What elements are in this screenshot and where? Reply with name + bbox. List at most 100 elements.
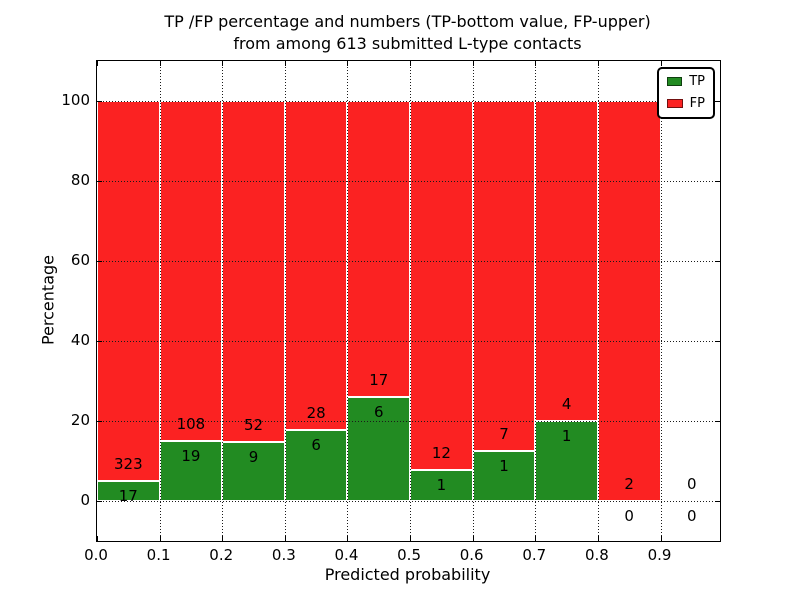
- y-tick-mark: [97, 101, 102, 102]
- tp-count-label: 6: [373, 402, 384, 421]
- y-tick-label: 0: [80, 491, 90, 509]
- tp-count-label: 0: [687, 507, 697, 525]
- y-tick-mark: [97, 501, 102, 502]
- chart-title-line-2: from among 613 submitted L-type contacts: [233, 34, 582, 53]
- legend-item-fp: FP: [667, 97, 705, 110]
- y-tick-mark: [715, 421, 720, 422]
- gridline-horizontal: [97, 421, 720, 422]
- bar-segment-fp: [284, 101, 348, 431]
- legend: TP FP: [657, 67, 715, 119]
- plot-area: TP FP 323 17 108 19 52 9 28 6 17 6 12 1 7 1 4 1 2 0 0 0: [96, 60, 721, 542]
- y-tick-mark: [715, 101, 720, 102]
- x-tick-mark: [159, 61, 161, 66]
- bar-segment-tp: [535, 421, 598, 501]
- fp-count-label: 2: [624, 475, 634, 493]
- legend-label-fp: FP: [689, 96, 705, 111]
- bar-segment-fp: [410, 101, 473, 471]
- tp-count-label: 17: [118, 487, 138, 505]
- x-tick-label: 0.2: [209, 546, 234, 564]
- x-tick-label: 0.8: [584, 546, 609, 564]
- bar-segment-fp: [159, 101, 223, 442]
- x-tick-label: 0.6: [459, 546, 484, 564]
- bar-segment-tp: [222, 441, 285, 501]
- x-tick-mark: [159, 536, 161, 541]
- chart-title-line-1: TP /FP percentage and numbers (TP-bottom…: [164, 12, 651, 31]
- fp-count-label: 4: [561, 395, 572, 413]
- fp-count-label: 108: [176, 415, 206, 434]
- x-tick-mark: [284, 61, 286, 66]
- x-tick-label: 0.1: [146, 546, 171, 564]
- x-tick-mark: [660, 536, 662, 541]
- gridline-vertical: [222, 61, 224, 541]
- gridline-horizontal: [97, 501, 720, 502]
- fp-count-label: 28: [306, 404, 326, 423]
- y-tick-label: 40: [70, 331, 90, 349]
- bar-segment-fp: [222, 101, 285, 442]
- x-tick-mark: [410, 536, 412, 541]
- x-tick-label: 0.9: [647, 546, 672, 564]
- gridline-vertical: [472, 61, 474, 541]
- y-tick-label: 100: [61, 91, 90, 109]
- x-tick-mark: [660, 61, 662, 66]
- x-tick-label: 0.7: [522, 546, 547, 564]
- x-tick-mark: [597, 61, 599, 66]
- tp-count-label: 9: [248, 447, 259, 466]
- bar-segment-tp: [97, 481, 160, 501]
- x-tick-mark: [347, 61, 349, 66]
- x-axis-label: Predicted probability: [324, 565, 491, 584]
- legend-swatch-fp-icon: [667, 99, 683, 108]
- x-tick-mark: [222, 536, 224, 541]
- y-tick-mark: [97, 181, 102, 182]
- bar-segment-fp: [347, 101, 411, 397]
- tp-count-label: 1: [499, 457, 509, 475]
- gridline-vertical: [284, 61, 286, 541]
- bar-segment-fp: [97, 101, 160, 481]
- gridline-vertical: [410, 61, 412, 541]
- gridline-vertical: [660, 61, 662, 541]
- gridline-horizontal: [97, 101, 720, 102]
- fp-count-label: 12: [431, 444, 451, 463]
- gridline-horizontal: [97, 261, 720, 262]
- x-tick-mark: [535, 536, 537, 541]
- bar-segment-fp: [472, 101, 536, 451]
- bar-segment-tp: [159, 441, 223, 501]
- tp-count-label: 1: [436, 476, 447, 495]
- x-tick-label: 0.3: [271, 546, 296, 564]
- gridline-horizontal: [97, 181, 720, 182]
- legend-swatch-tp-icon: [667, 77, 683, 86]
- x-tick-label: 0.0: [84, 546, 108, 564]
- tp-count-label: 0: [624, 507, 634, 525]
- x-tick-mark: [347, 536, 349, 541]
- bar-segment-fp: [597, 101, 661, 501]
- x-tick-mark: [97, 61, 98, 66]
- tp-count-label: 19: [181, 447, 201, 466]
- gridline-vertical: [597, 61, 599, 541]
- x-tick-mark: [472, 536, 474, 541]
- x-tick-mark: [472, 61, 474, 66]
- x-tick-mark: [97, 536, 98, 541]
- chart-title: TP /FP percentage and numbers (TP-bottom…: [96, 11, 719, 55]
- x-tick-label: 0.4: [334, 546, 359, 564]
- y-tick-mark: [715, 501, 720, 502]
- gridline-vertical: [159, 61, 161, 541]
- fp-count-label: 0: [687, 475, 697, 493]
- y-tick-label: 60: [70, 251, 90, 269]
- tp-count-label: 6: [311, 436, 321, 455]
- bar-segment-tp: [284, 430, 348, 501]
- y-tick-mark: [715, 261, 720, 262]
- y-tick-mark: [97, 421, 102, 422]
- x-tick-label: 0.5: [397, 546, 421, 564]
- fp-count-label: 323: [113, 455, 143, 473]
- y-tick-label: 80: [70, 171, 90, 189]
- y-tick-mark: [715, 181, 720, 182]
- legend-label-tp: TP: [689, 74, 705, 89]
- fp-count-label: 52: [243, 415, 264, 434]
- tp-count-label: 1: [561, 427, 572, 445]
- gridline-horizontal: [97, 341, 720, 342]
- x-tick-mark: [410, 61, 412, 66]
- x-tick-mark: [597, 536, 599, 541]
- y-tick-mark: [715, 341, 720, 342]
- gridline-vertical: [535, 61, 537, 541]
- legend-item-tp: TP: [667, 75, 705, 88]
